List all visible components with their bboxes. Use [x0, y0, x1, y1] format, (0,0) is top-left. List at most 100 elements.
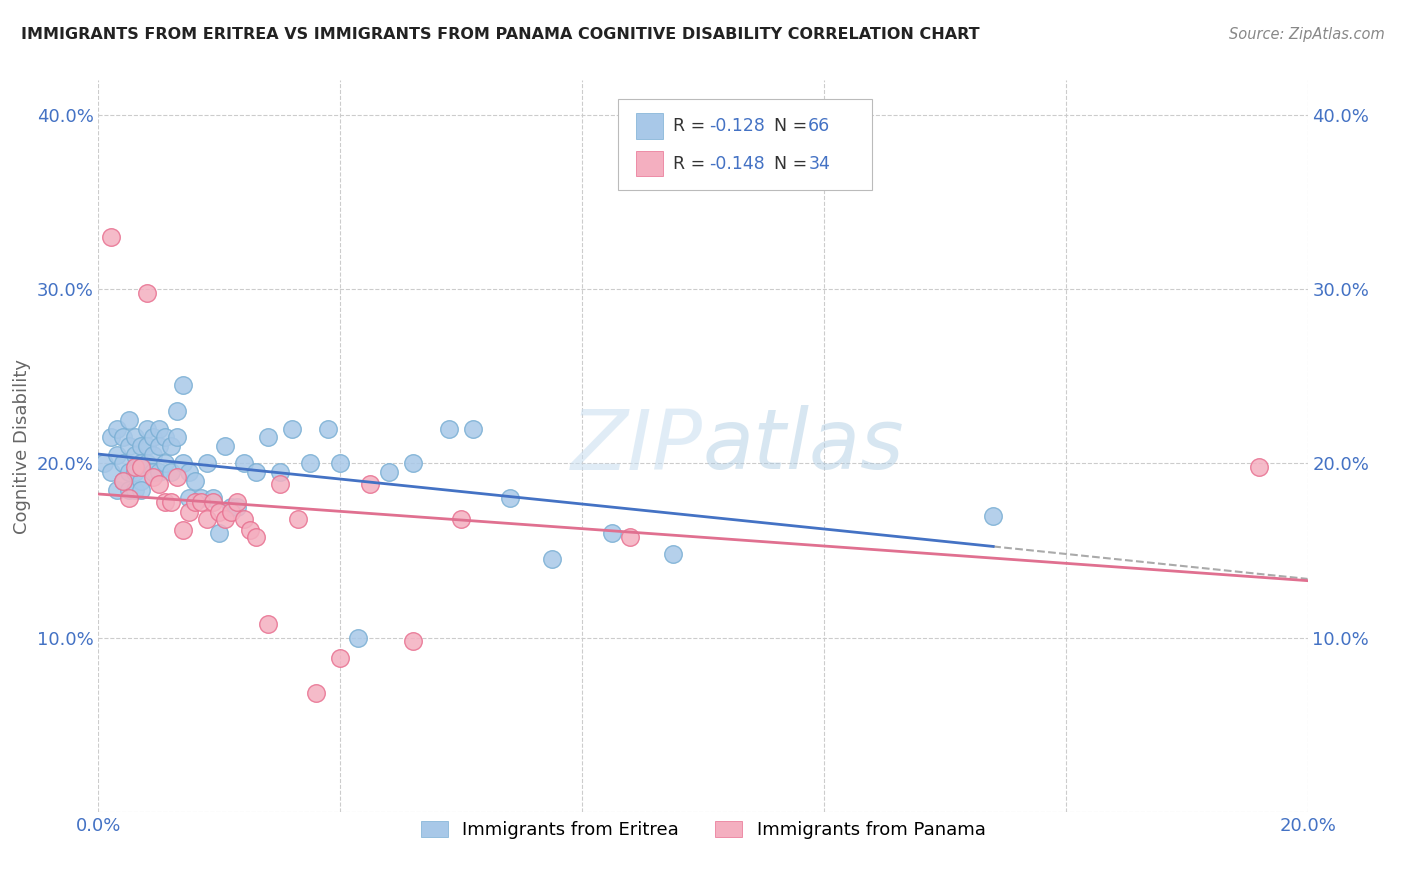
Point: [142, 470, 165, 484]
Point: [190, 491, 212, 506]
Point: [269, 477, 291, 491]
Point: [360, 477, 382, 491]
FancyBboxPatch shape: [619, 99, 872, 190]
Point: [100, 230, 122, 244]
Text: N =: N =: [763, 154, 813, 173]
Point: [226, 494, 249, 508]
Point: [118, 491, 141, 506]
Point: [129, 474, 152, 488]
Point: [256, 616, 278, 631]
Point: [287, 512, 309, 526]
Point: [208, 526, 231, 541]
FancyBboxPatch shape: [637, 113, 664, 138]
Point: [100, 430, 122, 444]
Point: [111, 474, 134, 488]
Point: [269, 465, 291, 479]
Point: [153, 430, 176, 444]
Point: [981, 508, 1004, 523]
Point: [232, 512, 254, 526]
Point: [172, 523, 194, 537]
Point: [129, 459, 152, 474]
Text: -0.148: -0.148: [709, 154, 765, 173]
Point: [129, 439, 152, 453]
Text: ZIP: ZIP: [571, 406, 703, 486]
Point: [124, 430, 146, 444]
Point: [118, 413, 141, 427]
Point: [118, 465, 141, 479]
Point: [316, 421, 339, 435]
Point: [160, 465, 183, 479]
FancyBboxPatch shape: [637, 151, 664, 177]
Point: [172, 378, 194, 392]
Point: [179, 491, 201, 506]
Point: [221, 500, 243, 514]
Point: [142, 430, 165, 444]
Point: [111, 457, 134, 471]
Point: [148, 421, 170, 435]
Point: [619, 530, 641, 544]
Point: [105, 483, 128, 497]
Point: [135, 457, 157, 471]
Point: [124, 465, 146, 479]
Point: [166, 404, 188, 418]
Point: [124, 459, 146, 474]
Point: [202, 494, 225, 508]
Point: [93, 457, 115, 471]
Point: [214, 439, 236, 453]
Point: [402, 634, 425, 648]
Point: [166, 430, 188, 444]
Point: [105, 448, 128, 462]
Point: [135, 285, 157, 300]
Point: [118, 483, 141, 497]
Point: [226, 500, 249, 514]
Point: [172, 457, 194, 471]
Point: [214, 512, 236, 526]
Point: [245, 465, 267, 479]
Point: [347, 631, 370, 645]
Point: [184, 494, 207, 508]
Point: [221, 505, 243, 519]
Legend: Immigrants from Eritrea, Immigrants from Panama: Immigrants from Eritrea, Immigrants from…: [413, 814, 993, 847]
Point: [1249, 459, 1271, 474]
Point: [100, 465, 122, 479]
Point: [148, 439, 170, 453]
Point: [437, 421, 460, 435]
Y-axis label: Cognitive Disability: Cognitive Disability: [13, 359, 31, 533]
Point: [190, 494, 212, 508]
Point: [329, 651, 352, 665]
Point: [124, 448, 146, 462]
Point: [305, 686, 328, 700]
Point: [195, 457, 218, 471]
Point: [148, 465, 170, 479]
Text: IMMIGRANTS FROM ERITREA VS IMMIGRANTS FROM PANAMA COGNITIVE DISABILITY CORRELATI: IMMIGRANTS FROM ERITREA VS IMMIGRANTS FR…: [21, 27, 980, 42]
Point: [129, 457, 152, 471]
Point: [105, 421, 128, 435]
Point: [142, 465, 165, 479]
Point: [153, 457, 176, 471]
Point: [450, 512, 472, 526]
Point: [281, 421, 304, 435]
Point: [111, 474, 134, 488]
Text: R =: R =: [673, 117, 710, 135]
Point: [124, 483, 146, 497]
Text: N =: N =: [763, 117, 813, 135]
Point: [135, 439, 157, 453]
Point: [111, 430, 134, 444]
Point: [135, 421, 157, 435]
Point: [245, 530, 267, 544]
Point: [299, 457, 322, 471]
Point: [208, 505, 231, 519]
Point: [540, 552, 562, 566]
Point: [179, 465, 201, 479]
Point: [602, 526, 624, 541]
Point: [166, 470, 188, 484]
Point: [661, 547, 683, 561]
Point: [329, 457, 352, 471]
Point: [232, 457, 254, 471]
Point: [148, 477, 170, 491]
Point: [118, 439, 141, 453]
Text: 66: 66: [808, 117, 831, 135]
Point: [202, 491, 225, 506]
Point: [160, 439, 183, 453]
Point: [377, 465, 399, 479]
